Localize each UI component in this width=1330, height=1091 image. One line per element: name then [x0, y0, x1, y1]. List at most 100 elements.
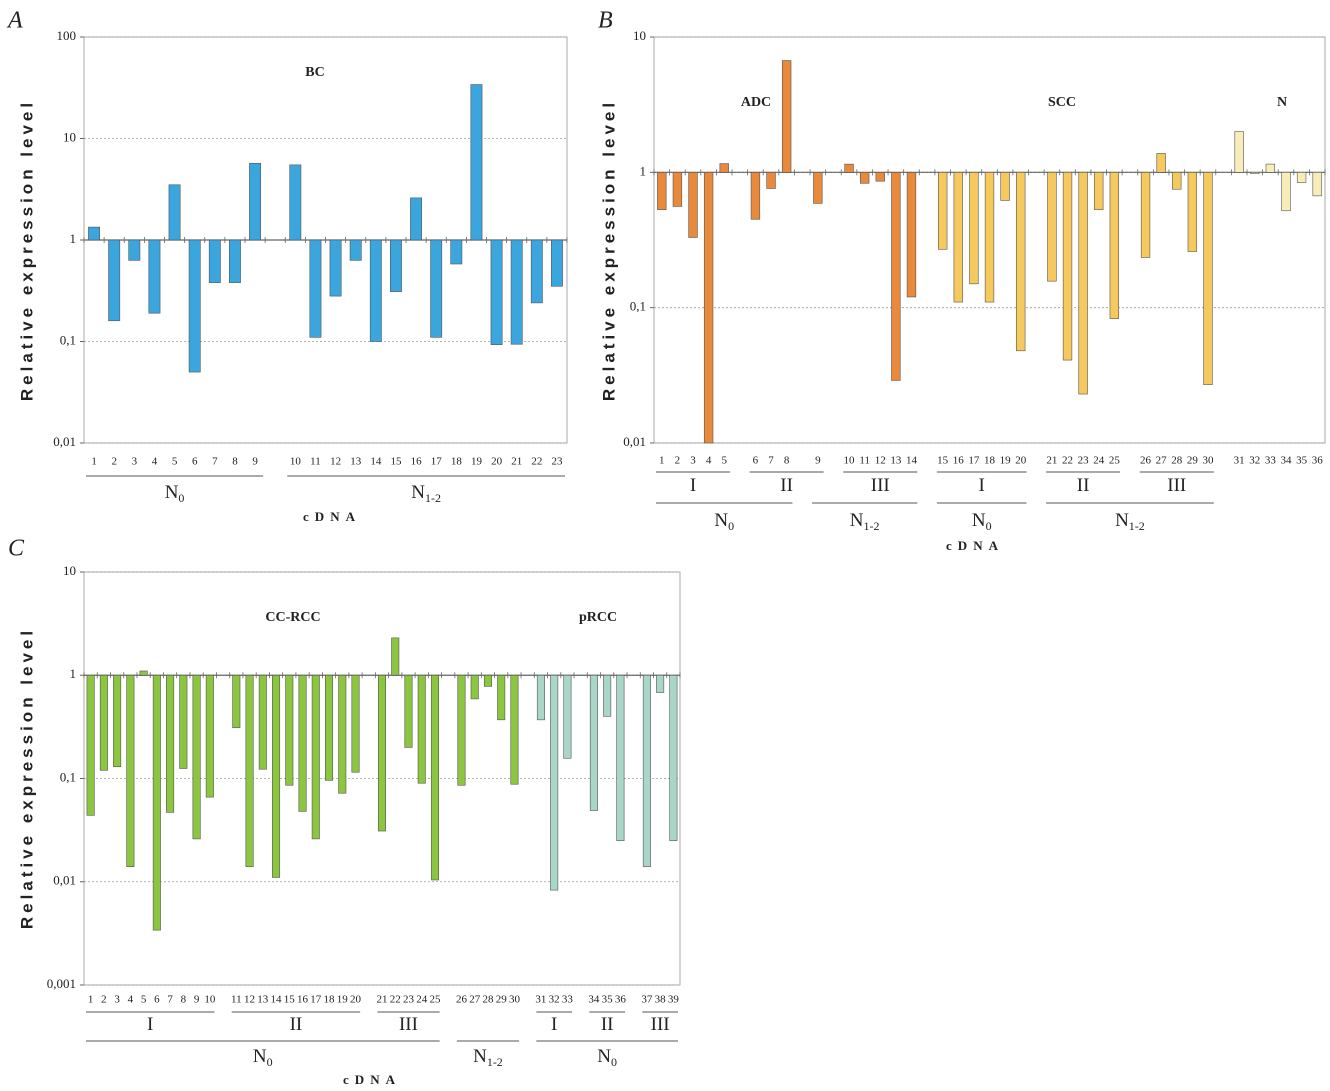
bar: [329, 239, 342, 297]
bar: [205, 674, 214, 798]
group-label-sub: 0: [728, 519, 734, 533]
bar: [470, 84, 483, 241]
x-tick-label: 31: [535, 994, 546, 1006]
bar: [813, 172, 823, 204]
group-label-sub: 1-2: [1129, 519, 1145, 533]
x-tick-label: 2: [111, 456, 117, 468]
x-tick-label: 5: [721, 455, 727, 467]
group-label: III: [651, 1014, 670, 1035]
y-tick-label: 0,1: [60, 332, 76, 347]
group-label-main: I: [979, 475, 985, 496]
bar: [1140, 172, 1151, 258]
x-tick-label: 6: [192, 456, 198, 468]
y-axis-label: Relative expression level: [17, 99, 36, 401]
bar: [309, 239, 322, 338]
annotation: SCC: [1048, 95, 1076, 110]
bar: [249, 162, 261, 241]
x-tick-label: 39: [668, 994, 680, 1006]
x-tick-label: 22: [531, 456, 542, 468]
x-tick-label: 18: [984, 455, 996, 467]
x-tick-label: 17: [431, 456, 443, 468]
bar: [113, 674, 122, 768]
bar: [179, 674, 188, 769]
x-tick-label: 27: [469, 994, 481, 1006]
x-tick-label: 20: [491, 456, 503, 468]
bar: [563, 674, 572, 759]
bar: [1187, 172, 1198, 252]
group-label: II: [780, 475, 793, 496]
x-tick-label: 27: [1156, 455, 1168, 467]
x-tick-label: 29: [496, 994, 508, 1006]
x-tick-label: 21: [511, 456, 522, 468]
group-label-main: II: [1077, 475, 1090, 496]
x-tick-label: 3: [132, 456, 138, 468]
x-tick-label: 24: [416, 994, 428, 1006]
bar: [1078, 172, 1088, 395]
bar: [1062, 172, 1073, 361]
y-tick-label: 1: [70, 231, 77, 246]
x-axis-label: cDNA: [343, 1072, 401, 1087]
x-tick-label: 7: [212, 456, 218, 468]
x-tick-label: 38: [655, 994, 667, 1006]
y-tick-label: 0,01: [53, 434, 76, 449]
x-tick-label: 30: [509, 994, 521, 1006]
group-label: I: [979, 475, 985, 496]
annotation: ADC: [741, 95, 771, 110]
x-tick-label: 18: [324, 994, 336, 1006]
bar: [208, 239, 221, 283]
bar: [616, 674, 625, 841]
x-tick-label: 2: [675, 455, 681, 467]
bar: [86, 674, 95, 816]
bar: [148, 239, 161, 314]
group-label-main: II: [601, 1014, 614, 1035]
x-tick-label: 16: [411, 456, 423, 468]
bar: [656, 674, 665, 693]
bar: [457, 674, 466, 786]
bar: [311, 674, 320, 840]
x-tick-label: 1: [91, 456, 97, 468]
group-label-sub: 1-2: [425, 491, 441, 505]
x-tick-label: 33: [1265, 455, 1277, 467]
bar: [510, 674, 519, 785]
x-axis-label: cDNA: [946, 538, 1004, 553]
bar: [536, 674, 545, 721]
x-tick-label: 21: [1046, 455, 1057, 467]
x-tick-label: 25: [429, 994, 441, 1006]
group-label: I: [690, 475, 696, 496]
bar: [642, 674, 651, 867]
bar: [391, 637, 400, 676]
bar: [1172, 172, 1182, 190]
group-label: N0: [972, 510, 992, 532]
x-tick-label: 10: [844, 455, 856, 467]
bar: [938, 172, 948, 250]
bar: [1296, 172, 1307, 183]
x-tick-label: 22: [1062, 455, 1073, 467]
panel-label: A: [6, 8, 23, 34]
x-tick-label: 22: [390, 994, 401, 1006]
group-label-main: N: [253, 1046, 267, 1067]
y-tick-label: 10: [633, 28, 646, 43]
bar: [1047, 172, 1057, 282]
x-tick-label: 20: [1015, 455, 1027, 467]
group-label-main: I: [690, 475, 696, 496]
x-tick-label: 19: [1000, 455, 1012, 467]
bar: [192, 674, 201, 840]
x-tick-label: 29: [1187, 455, 1199, 467]
bar: [404, 674, 413, 748]
annotation: N: [1277, 95, 1287, 110]
x-tick-label: 16: [297, 994, 309, 1006]
x-tick-label: 1: [659, 455, 665, 467]
x-tick-label: 7: [167, 994, 173, 1006]
x-tick-label: 30: [1202, 455, 1214, 467]
group-label: N0: [714, 510, 734, 532]
group-label: I: [551, 1014, 557, 1035]
bar: [99, 674, 108, 771]
y-tick-label: 0,01: [623, 434, 646, 449]
x-tick-label: 35: [1296, 455, 1308, 467]
x-tick-label: 3: [690, 455, 696, 467]
x-tick-label: 17: [968, 455, 980, 467]
bar: [483, 674, 492, 687]
bar: [844, 163, 854, 173]
group-label-main: III: [1167, 475, 1186, 496]
bar: [657, 172, 667, 210]
